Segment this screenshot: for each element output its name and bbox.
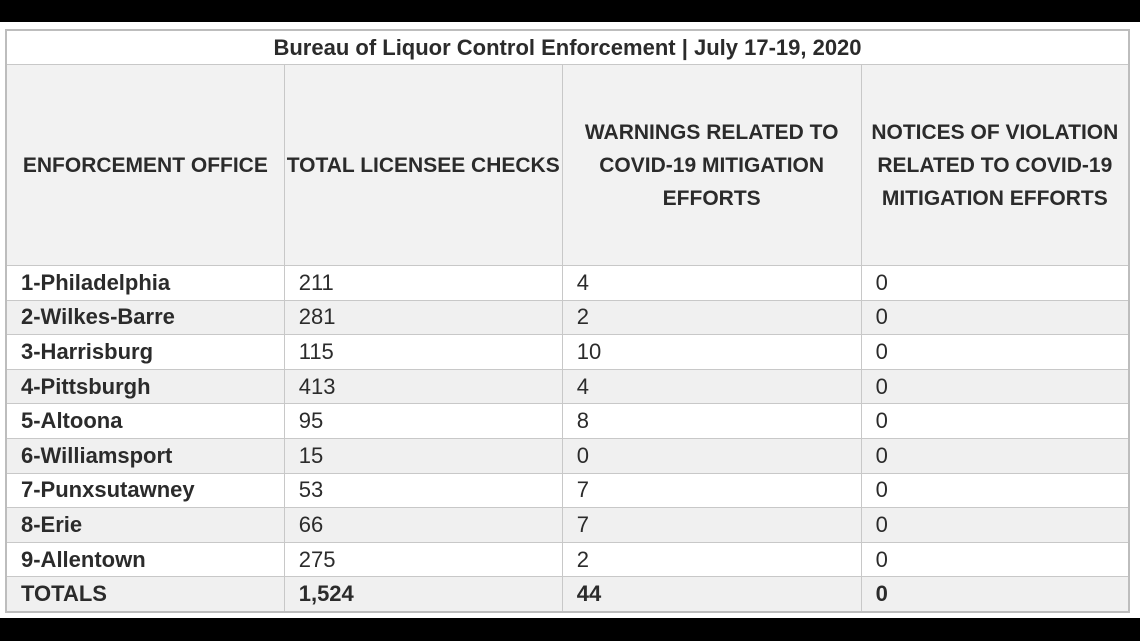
cell-warnings: 4: [561, 265, 862, 301]
cell-notices: 0: [860, 472, 1130, 509]
table-row: 8-Erie 66 7 0: [5, 507, 1130, 543]
enforcement-table: Bureau of Liquor Control Enforcement | J…: [5, 29, 1130, 613]
cell-notices: 0: [860, 403, 1130, 439]
cell-total-checks: 275: [283, 541, 563, 578]
cell-total-checks: 413: [283, 368, 563, 405]
cell-office: 4-Pittsburgh: [5, 368, 285, 405]
cell-warnings: 0: [561, 437, 862, 474]
cell-office: 8-Erie: [5, 507, 285, 543]
table-row: 5-Altoona 95 8 0: [5, 403, 1130, 439]
table-row: 3-Harrisburg 115 10 0: [5, 334, 1130, 370]
cell-notices: 0: [860, 299, 1130, 336]
cell-notices: 0: [860, 437, 1130, 474]
cell-warnings: 10: [561, 334, 862, 370]
table-title: Bureau of Liquor Control Enforcement | J…: [5, 29, 1130, 65]
table-row: 1-Philadelphia 211 4 0: [5, 265, 1130, 301]
table-row: 4-Pittsburgh 413 4 0: [5, 368, 1130, 405]
cell-notices: 0: [860, 265, 1130, 301]
cell-office: 3-Harrisburg: [5, 334, 285, 370]
cell-office: 6-Williamsport: [5, 437, 285, 474]
page: Bureau of Liquor Control Enforcement | J…: [0, 22, 1140, 618]
table-row: 7-Punxsutawney 53 7 0: [5, 472, 1130, 509]
cell-warnings: 8: [561, 403, 862, 439]
totals-row: TOTALS 1,524 44 0: [5, 576, 1130, 613]
cell-notices: 0: [860, 368, 1130, 405]
cell-warnings: 7: [561, 472, 862, 509]
header-warnings: WARNINGS RELATED TO COVID-19 MITIGATION …: [561, 64, 862, 266]
cell-office: 9-Allentown: [5, 541, 285, 578]
cell-warnings: 7: [561, 507, 862, 543]
cell-total-checks: 211: [283, 265, 563, 301]
cell-total-checks: 281: [283, 299, 563, 336]
cell-office: 7-Punxsutawney: [5, 472, 285, 509]
header-enforcement-office: ENFORCEMENT OFFICE: [5, 64, 285, 266]
cell-total-checks: 15: [283, 437, 563, 474]
cell-total-checks: 115: [283, 334, 563, 370]
total-total-checks: 1,524: [283, 576, 563, 613]
total-office: TOTALS: [5, 576, 285, 613]
cell-total-checks: 66: [283, 507, 563, 543]
cell-total-checks: 53: [283, 472, 563, 509]
cell-warnings: 2: [561, 541, 862, 578]
cell-office: 2-Wilkes-Barre: [5, 299, 285, 336]
total-warnings: 44: [561, 576, 862, 613]
cell-notices: 0: [860, 541, 1130, 578]
cell-notices: 0: [860, 507, 1130, 543]
table-row: 6-Williamsport 15 0 0: [5, 437, 1130, 474]
cell-warnings: 4: [561, 368, 862, 405]
header-notices: NOTICES OF VIOLATION RELATED TO COVID-19…: [860, 64, 1130, 266]
header-total-checks: TOTAL LICENSEE CHECKS: [283, 64, 563, 266]
cell-office: 1-Philadelphia: [5, 265, 285, 301]
table-row: 2-Wilkes-Barre 281 2 0: [5, 299, 1130, 336]
cell-warnings: 2: [561, 299, 862, 336]
cell-office: 5-Altoona: [5, 403, 285, 439]
cell-total-checks: 95: [283, 403, 563, 439]
total-notices: 0: [860, 576, 1130, 613]
cell-notices: 0: [860, 334, 1130, 370]
table-row: 9-Allentown 275 2 0: [5, 541, 1130, 578]
